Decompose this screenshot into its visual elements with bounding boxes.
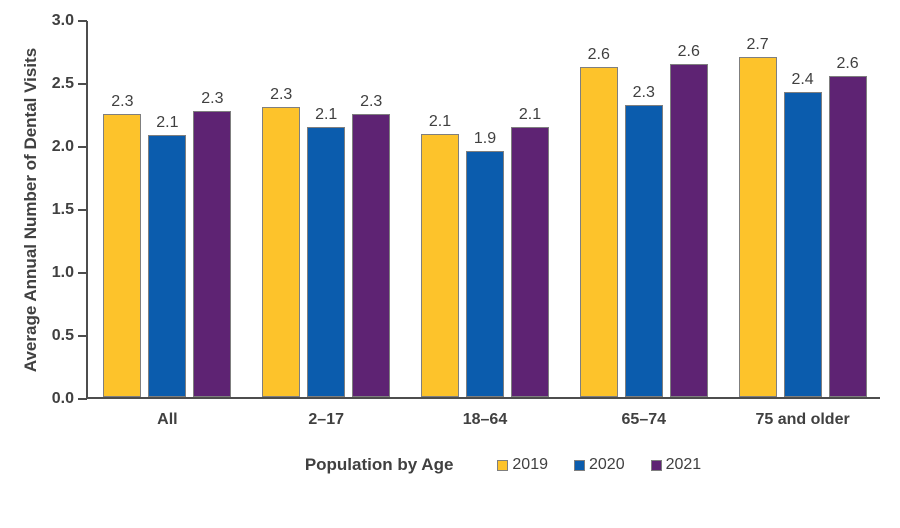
legend-item-2020: 2020 bbox=[574, 456, 625, 474]
legend-label: 2021 bbox=[665, 456, 702, 473]
y-tick-mark bbox=[78, 20, 87, 22]
x-category-label: All bbox=[157, 411, 178, 428]
x-category-label: 75 and older bbox=[755, 411, 850, 428]
bar-2021: 2.3 bbox=[352, 93, 391, 397]
category-group: 2.7 2.4 2.6 bbox=[723, 21, 882, 397]
y-tick-label: 0.5 bbox=[51, 327, 74, 344]
y-tick-mark bbox=[78, 146, 87, 148]
y-tick-mark bbox=[78, 335, 87, 337]
x-category-label: 18–64 bbox=[462, 411, 508, 428]
bar-2021: 2.1 bbox=[510, 106, 549, 397]
bar-2021: 2.3 bbox=[193, 90, 232, 397]
category-group: 2.1 1.9 2.1 bbox=[406, 21, 565, 397]
y-tick-label: 0.0 bbox=[51, 390, 74, 407]
category-group: 2.6 2.3 2.6 bbox=[564, 21, 723, 397]
legend-swatch-2021 bbox=[650, 459, 662, 471]
bar-2019: 2.3 bbox=[103, 93, 142, 397]
legend: 2019 2020 2021 bbox=[497, 456, 701, 474]
bar-2019: 2.7 bbox=[738, 36, 777, 397]
legend-item-2021: 2021 bbox=[650, 456, 702, 474]
bar-2019: 2.6 bbox=[579, 46, 618, 397]
x-category-label: 2–17 bbox=[308, 411, 344, 428]
x-category-label: 65–74 bbox=[621, 411, 667, 428]
bar-2020: 2.1 bbox=[307, 106, 346, 397]
bar-value-label: 2.6 bbox=[836, 54, 859, 72]
y-tick-label: 2.5 bbox=[51, 75, 74, 92]
bar-value-label: 2.1 bbox=[156, 113, 179, 131]
bar-2019: 2.1 bbox=[420, 113, 459, 397]
category-group: 2.3 2.1 2.3 bbox=[247, 21, 406, 397]
bottom-row: Population by Age 2019 2020 2021 bbox=[86, 452, 880, 478]
legend-label: 2019 bbox=[512, 456, 548, 473]
bar-2020: 1.9 bbox=[465, 130, 504, 397]
bar-value-label: 2.1 bbox=[518, 106, 542, 124]
bar-value-label: 2.6 bbox=[587, 45, 610, 63]
y-tick-label: 1.5 bbox=[51, 201, 74, 218]
bar-value-label: 1.9 bbox=[473, 130, 497, 148]
bar-2020: 2.4 bbox=[783, 71, 822, 397]
bar-value-label: 2.3 bbox=[201, 90, 224, 107]
category-group: 2.3 2.1 2.3 bbox=[88, 21, 247, 397]
bar-2020: 2.1 bbox=[148, 114, 187, 397]
y-tick-label: 3.0 bbox=[51, 12, 74, 29]
bar-value-label: 2.3 bbox=[632, 83, 655, 101]
y-tick-label: 1.0 bbox=[51, 264, 74, 281]
bar-2021: 2.6 bbox=[669, 43, 708, 397]
y-tick-mark bbox=[78, 398, 87, 400]
bar-2020: 2.3 bbox=[624, 84, 663, 397]
y-tick-mark bbox=[78, 83, 87, 85]
bar-value-label: 2.3 bbox=[111, 92, 134, 110]
plot-area: 3.0 2.5 2.0 1.5 1.0 0.5 0.0 2.3 2.1 2.3 All 2.3 2.1 2… bbox=[52, 12, 882, 428]
y-tick-label: 2.0 bbox=[51, 138, 74, 155]
bar-2021: 2.6 bbox=[828, 55, 867, 397]
bar-value-label: 2.3 bbox=[270, 86, 293, 104]
y-tick-mark bbox=[78, 209, 87, 211]
legend-swatch-2020 bbox=[574, 459, 585, 471]
bar-2019: 2.3 bbox=[262, 86, 301, 397]
legend-item-2019: 2019 bbox=[497, 456, 548, 474]
bar-value-label: 2.6 bbox=[677, 43, 700, 61]
legend-swatch-2019 bbox=[497, 459, 509, 471]
legend-label: 2020 bbox=[589, 456, 625, 473]
bar-value-label: 2.3 bbox=[360, 92, 383, 110]
bar-value-label: 2.7 bbox=[746, 35, 769, 53]
bar-value-label: 2.4 bbox=[791, 71, 814, 89]
bar-value-label: 2.1 bbox=[315, 106, 338, 124]
y-tick-mark bbox=[78, 272, 87, 274]
bar-value-label: 2.1 bbox=[428, 112, 452, 130]
x-axis-title: Population by Age bbox=[304, 455, 454, 474]
